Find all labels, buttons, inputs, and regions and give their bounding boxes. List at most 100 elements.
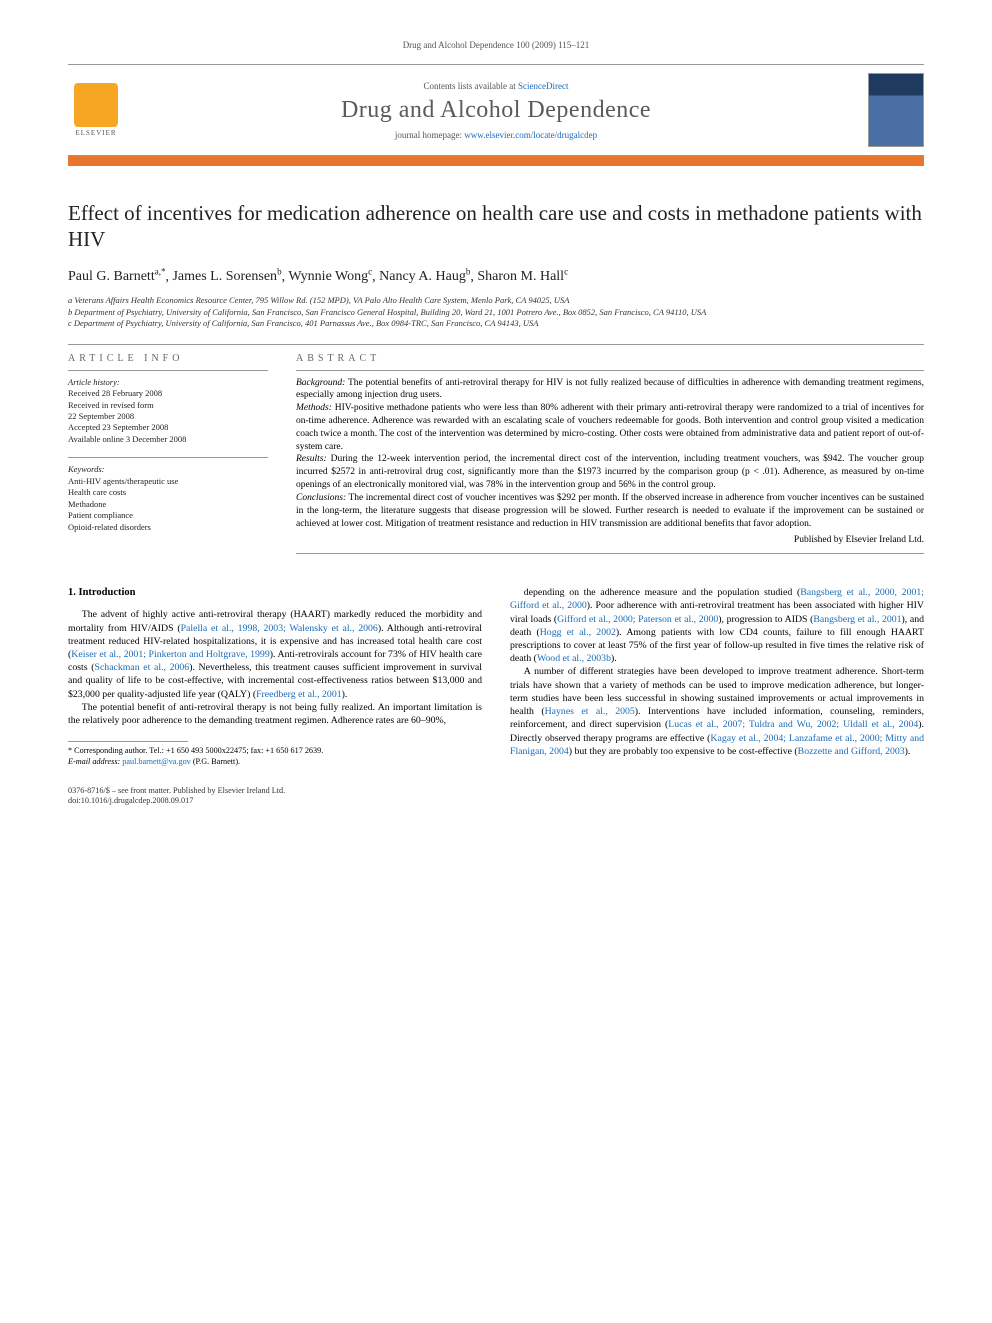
citation-link[interactable]: Freedberg et al., 2001 <box>256 689 342 700</box>
abstract-body: The incremental direct cost of voucher i… <box>296 493 924 529</box>
text-run: ). <box>342 689 348 700</box>
body-paragraph: The advent of highly active anti-retrovi… <box>68 608 482 701</box>
citation-link[interactable]: Lucas et al., 2007; Tuldra and Wu, 2002;… <box>668 719 918 730</box>
author: James L. Sorensenb <box>172 269 281 284</box>
text-run: ). <box>905 746 911 757</box>
footer-doi: doi:10.1016/j.drugalcdep.2008.09.017 <box>68 796 924 807</box>
text-run: depending on the adherence measure and t… <box>524 587 800 598</box>
keywords-label: Keywords: <box>68 464 268 475</box>
body-paragraph: depending on the adherence measure and t… <box>510 586 924 665</box>
contents-line: Contents lists available at ScienceDirec… <box>124 81 868 91</box>
author-marks: c <box>564 267 568 277</box>
divider <box>296 553 924 554</box>
history-line: Available online 3 December 2008 <box>68 434 268 445</box>
homepage-prefix: journal homepage: <box>395 130 464 140</box>
journal-name: Drug and Alcohol Dependence <box>124 97 868 124</box>
author-marks: a,* <box>155 267 166 277</box>
journal-cover-thumbnail <box>868 73 924 147</box>
accent-bar <box>68 156 924 166</box>
contents-prefix: Contents lists available at <box>424 81 518 91</box>
footer-line: 0376-8716/$ – see front matter. Publishe… <box>68 786 924 797</box>
author-name: Nancy A. Haug <box>379 269 466 284</box>
abstract-body: The potential benefits of anti-retrovira… <box>296 378 924 401</box>
body-paragraph: A number of different strategies have be… <box>510 665 924 758</box>
elsevier-tree-icon <box>74 83 118 127</box>
citation-link[interactable]: Haynes et al., 2005 <box>545 706 635 717</box>
article-history: Article history: Received 28 February 20… <box>68 377 268 446</box>
article-info-heading: article info <box>68 353 268 364</box>
citation-link[interactable]: Hogg et al., 2002 <box>540 627 616 638</box>
body-columns: 1. Introduction The advent of highly act… <box>68 586 924 767</box>
abstract-heading: abstract <box>296 353 924 364</box>
divider <box>68 457 268 458</box>
history-line: Received in revised form <box>68 400 268 411</box>
info-abstract-row: article info Article history: Received 2… <box>68 353 924 561</box>
publisher-logo: ELSEVIER <box>68 77 124 143</box>
keywords-block: Keywords: Anti-HIV agents/therapeutic us… <box>68 464 268 533</box>
citation-link[interactable]: Schackman et al., 2006 <box>95 662 190 673</box>
abstract-body: During the 12-week intervention period, … <box>296 454 924 490</box>
affiliation: c Department of Psychiatry, University o… <box>68 318 924 329</box>
author-name: Sharon M. Hall <box>477 269 564 284</box>
abstract-publisher-line: Published by Elsevier Ireland Ltd. <box>296 534 924 547</box>
journal-header: ELSEVIER Contents lists available at Sci… <box>68 64 924 156</box>
corresponding-email-link[interactable]: paul.barnett@va.gov <box>122 757 190 766</box>
page: Drug and Alcohol Dependence 100 (2009) 1… <box>0 0 992 847</box>
author-marks: b <box>466 267 471 277</box>
abstract-section: Methods: HIV-positive methadone patients… <box>296 402 924 453</box>
publisher-logo-label: ELSEVIER <box>75 129 116 137</box>
divider <box>68 344 924 345</box>
author-list: Paul G. Barnetta,*, James L. Sorensenb, … <box>68 267 924 286</box>
corresponding-footnote: * Corresponding author. Tel.: +1 650 493… <box>68 746 482 767</box>
email-suffix: (P.G. Barnett). <box>191 757 240 766</box>
citation-link[interactable]: Gifford et al., 2000; Paterson et al., 2… <box>557 614 718 625</box>
author-marks: c <box>368 267 372 277</box>
history-line: Received 28 February 2008 <box>68 388 268 399</box>
text-run: ) but they are probably too expensive to… <box>569 746 798 757</box>
citation-link[interactable]: Keiser et al., 2001; Pinkerton and Holtg… <box>71 649 269 660</box>
abstract-label: Conclusions: <box>296 493 346 503</box>
keyword: Anti-HIV agents/therapeutic use <box>68 476 268 487</box>
author: Nancy A. Haugb <box>379 269 470 284</box>
sciencedirect-link[interactable]: ScienceDirect <box>518 81 568 91</box>
author-name: Wynnie Wong <box>288 269 368 284</box>
citation-link[interactable]: Bozzette and Gifford, 2003 <box>798 746 905 757</box>
abstract-text: Background: The potential benefits of an… <box>296 377 924 548</box>
author-name: James L. Sorensen <box>172 269 277 284</box>
author: Paul G. Barnetta,* <box>68 269 165 284</box>
history-label: Article history: <box>68 377 268 388</box>
keyword: Methadone <box>68 499 268 510</box>
email-label: E-mail address: <box>68 757 122 766</box>
affiliation: b Department of Psychiatry, University o… <box>68 307 924 318</box>
affiliation: a Veterans Affairs Health Economics Reso… <box>68 295 924 306</box>
article-title: Effect of incentives for medication adhe… <box>68 200 924 253</box>
article-info-column: article info Article history: Received 2… <box>68 353 268 561</box>
affiliations: a Veterans Affairs Health Economics Reso… <box>68 295 924 329</box>
footnote-line: * Corresponding author. Tel.: +1 650 493… <box>68 746 482 757</box>
divider <box>68 370 268 371</box>
abstract-body: HIV-positive methadone patients who were… <box>296 403 924 451</box>
history-line: Accepted 23 September 2008 <box>68 422 268 433</box>
citation-link[interactable]: Wood et al., 2003b <box>537 653 611 664</box>
footnote-separator <box>68 741 188 742</box>
keyword: Health care costs <box>68 487 268 498</box>
homepage-line: journal homepage: www.elsevier.com/locat… <box>124 130 868 140</box>
author: Wynnie Wongc <box>288 269 372 284</box>
abstract-section: Results: During the 12-week intervention… <box>296 453 924 491</box>
author-marks: b <box>277 267 282 277</box>
citation-link[interactable]: Bangsberg et al., 2001 <box>813 614 901 625</box>
abstract-label: Methods: <box>296 403 332 413</box>
text-run: ), progression to AIDS ( <box>718 614 813 625</box>
header-center: Contents lists available at ScienceDirec… <box>124 81 868 140</box>
citation-link[interactable]: Palella et al., 1998, 2003; Walensky et … <box>181 623 378 634</box>
page-footer: 0376-8716/$ – see front matter. Publishe… <box>68 786 924 807</box>
abstract-section: Conclusions: The incremental direct cost… <box>296 492 924 530</box>
running-head: Drug and Alcohol Dependence 100 (2009) 1… <box>68 40 924 50</box>
body-paragraph: The potential benefit of anti-retroviral… <box>68 701 482 727</box>
divider <box>296 370 924 371</box>
author: Sharon M. Hallc <box>477 269 568 284</box>
abstract-label: Background: <box>296 378 345 388</box>
text-run: ). <box>611 653 617 664</box>
keyword: Opioid-related disorders <box>68 522 268 533</box>
journal-homepage-link[interactable]: www.elsevier.com/locate/drugalcdep <box>464 130 597 140</box>
